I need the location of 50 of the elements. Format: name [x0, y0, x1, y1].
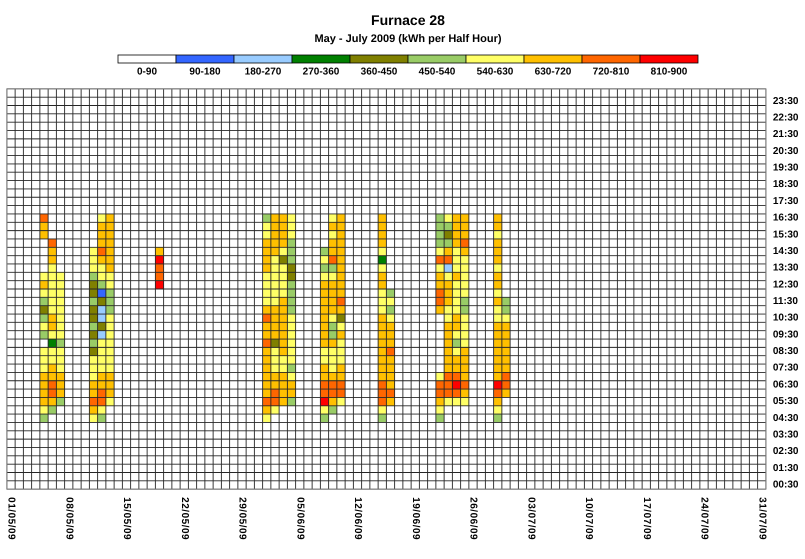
x-tick-label: 12/06/09 [352, 497, 363, 540]
x-tick-label: 26/06/09 [468, 497, 478, 540]
y-tick-label: 17:30 [772, 196, 799, 207]
y-tick-label: 13:30 [772, 262, 799, 274]
y-tick-label: 16:30 [772, 212, 799, 224]
y-tick-label: 20:30 [772, 146, 799, 157]
y-tick-label: 21:30 [772, 129, 799, 140]
x-tick-label: 22/05/09 [178, 497, 190, 540]
x-tick-label: 31/07/09 [756, 497, 768, 540]
chart-subtitle: May - July 2009 (kWh per Half Hour) [314, 33, 502, 45]
x-tick-label: 15/05/09 [121, 497, 132, 540]
y-tick-label: 03:30 [772, 429, 799, 440]
x-tick-label: 19/06/09 [410, 497, 421, 540]
x-tick-label: 17/07/09 [640, 497, 652, 540]
color-bar-label: 630-720 [534, 66, 572, 78]
color-bar-label: 450-540 [418, 66, 456, 78]
y-tick-label: 08:30 [772, 346, 799, 358]
y-tick-label: 09:30 [772, 329, 799, 340]
y-tick-label: 02:30 [772, 446, 799, 458]
y-tick-label: 23:30 [772, 96, 799, 107]
color-bar-label: 0-90 [136, 66, 158, 78]
color-bar-label: 90-180 [189, 66, 222, 78]
y-tick-label: 07:30 [772, 362, 799, 374]
x-tick-label: 10/07/09 [583, 497, 594, 540]
x-tick-label: 03/07/09 [525, 497, 536, 540]
color-bar-label: 720-810 [592, 66, 630, 78]
y-tick-label: 05:30 [772, 396, 799, 408]
y-tick-label: 10:30 [772, 312, 799, 324]
y-tick-label: 22:30 [772, 112, 799, 124]
y-tick-label: 01:30 [772, 462, 799, 474]
y-tick-label: 04:30 [772, 412, 799, 424]
x-tick-label: 24/07/09 [698, 497, 710, 540]
y-tick-label: 12:30 [772, 279, 799, 290]
x-tick-label: 01/05/09 [6, 497, 16, 540]
y-tick-label: 11:30 [772, 296, 798, 308]
y-tick-label: 14:30 [772, 246, 799, 257]
y-tick-label: 19:30 [772, 162, 799, 174]
y-tick-label: 15:30 [772, 229, 799, 240]
color-bar-label: 810-900 [650, 66, 688, 78]
y-tick-label: 18:30 [772, 179, 799, 190]
y-tick-label: 00:30 [772, 480, 799, 490]
color-bar-label: 270-360 [302, 66, 340, 78]
chart-title: Furnace 28 [371, 12, 446, 28]
x-tick-label: 08/05/09 [63, 497, 74, 540]
color-bar-label: 540-630 [476, 66, 514, 78]
color-bar-label: 180-270 [244, 66, 282, 78]
y-tick-label: 06:30 [772, 379, 799, 390]
x-tick-label: 05/06/09 [294, 497, 306, 540]
x-tick-label: 29/05/09 [236, 497, 248, 540]
color-bar-label: 360-450 [360, 66, 398, 78]
